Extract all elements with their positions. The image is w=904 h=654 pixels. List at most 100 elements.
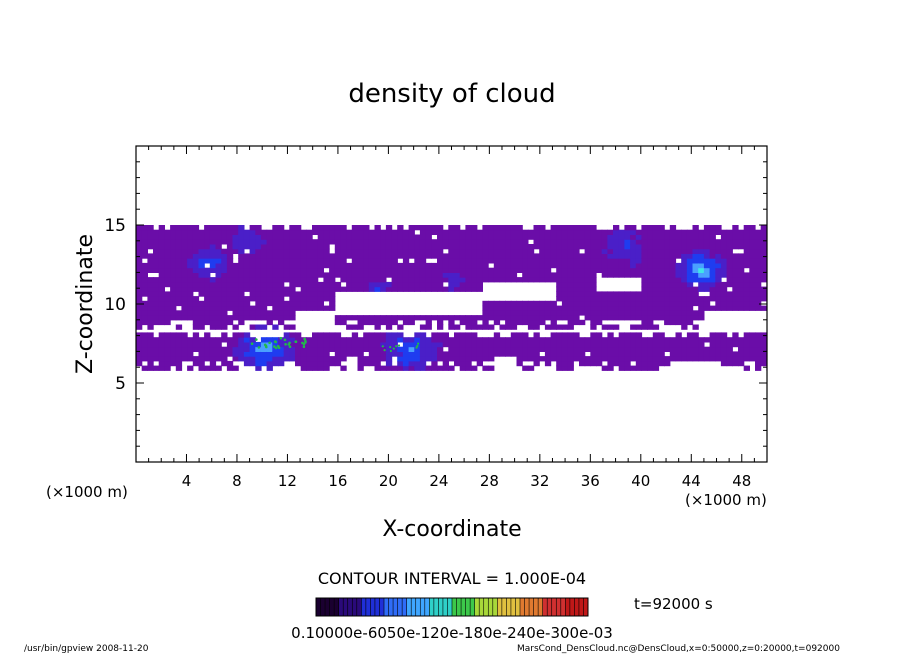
cloud-cell [749, 258, 756, 264]
cloud-cell [249, 315, 256, 321]
cloud-cell [283, 244, 290, 250]
cloud-cell [363, 360, 370, 367]
cloud-cell [136, 341, 143, 348]
cloud-cell [505, 234, 512, 240]
cloud-cell [340, 356, 347, 362]
cloud-cell [272, 360, 279, 367]
cloud-cell [221, 360, 228, 367]
cloud-cell [431, 286, 438, 292]
contour-mark [257, 346, 261, 349]
cloud-cell [584, 258, 591, 264]
cloud-cell [312, 272, 319, 278]
cloud-cell [408, 239, 415, 245]
cloud-cell [720, 341, 728, 348]
cloud-cell [465, 239, 472, 245]
cloud-cell [567, 319, 574, 326]
cloud-cell [749, 356, 756, 362]
cloud-cell [630, 332, 637, 338]
cloud-cell [153, 341, 160, 348]
cloud-cell [141, 262, 148, 269]
cloud-cell [698, 229, 705, 235]
cloud-cell [493, 267, 501, 273]
cloud-cell [573, 296, 580, 302]
cloud-cell [471, 286, 478, 292]
cloud-cell [499, 272, 506, 278]
cloud-cell [164, 291, 171, 297]
cloud-cell [397, 337, 404, 343]
cloud-cell [692, 277, 699, 283]
cloud-cell [709, 258, 716, 264]
cloud-cell [630, 262, 637, 269]
cloud-cell [175, 239, 183, 245]
cloud-cell [669, 229, 677, 235]
cloud-cell [289, 356, 296, 362]
cloud-cell [306, 267, 313, 273]
cloud-cell [709, 234, 716, 240]
cloud-cell [249, 351, 256, 357]
cloud-cell [289, 300, 296, 307]
colorbar-bin [370, 598, 376, 616]
cloud-cell [414, 360, 421, 367]
cloud-cell [419, 234, 427, 240]
cloud-cell [260, 272, 268, 278]
cloud-cell [380, 277, 387, 283]
cloud-cell [153, 234, 160, 240]
cloud-cell [317, 346, 324, 352]
cloud-cell [187, 305, 194, 311]
cloud-cell [437, 315, 444, 321]
cloud-cell [539, 267, 546, 273]
cloud-cell [414, 351, 421, 357]
cloud-cell [192, 310, 200, 316]
cloud-cell [556, 272, 563, 278]
cloud-cell [516, 360, 523, 367]
cloud-cell [505, 305, 512, 311]
cloud-cell [539, 277, 546, 283]
cloud-cell [198, 286, 205, 292]
cloud-cell [533, 239, 540, 245]
cloud-cell [556, 356, 563, 362]
cloud-cell [164, 300, 171, 307]
cloud-cell [414, 346, 421, 352]
cloud-cell [709, 225, 716, 231]
cloud-cell [255, 310, 262, 316]
cloud-cell [351, 234, 359, 240]
cloud-cell [198, 365, 205, 371]
cloud-cell [755, 229, 762, 235]
colorbar-bin [352, 598, 358, 616]
cloud-cell [579, 286, 586, 292]
cloud-cell [488, 315, 495, 321]
cloud-cell [743, 234, 750, 240]
cloud-cell [198, 356, 205, 362]
cloud-cell [300, 244, 307, 250]
cloud-cell [187, 272, 194, 278]
cloud-cell [641, 225, 648, 231]
cloud-cell [289, 296, 296, 302]
cloud-cell [709, 286, 716, 292]
cloud-cell [334, 234, 342, 240]
cloud-cell [624, 332, 631, 338]
cloud-cell [630, 341, 637, 348]
cloud-cell [209, 253, 217, 259]
cloud-cell [187, 346, 194, 352]
cloud-cell [187, 244, 194, 250]
cloud-cell [136, 337, 143, 343]
cloud-cell [306, 272, 313, 278]
cloud-cell [579, 300, 586, 307]
cloud-cell [170, 258, 177, 264]
cloud-cell [561, 351, 569, 357]
cloud-cell [630, 258, 637, 264]
cloud-cell [760, 239, 767, 245]
cloud-cell [561, 337, 569, 343]
cloud-cell [414, 277, 421, 283]
cloud-cell [346, 277, 353, 283]
cloud-cell [584, 337, 591, 343]
cloud-cell [641, 337, 648, 343]
cloud-cell [419, 239, 427, 245]
cloud-cell [147, 253, 154, 259]
cloud-cell [442, 267, 449, 273]
cloud-cell [419, 229, 427, 235]
cloud-cell [476, 360, 483, 367]
cloud-cell [260, 310, 268, 316]
cloud-cell [272, 351, 279, 357]
cloud-cell [385, 337, 393, 343]
